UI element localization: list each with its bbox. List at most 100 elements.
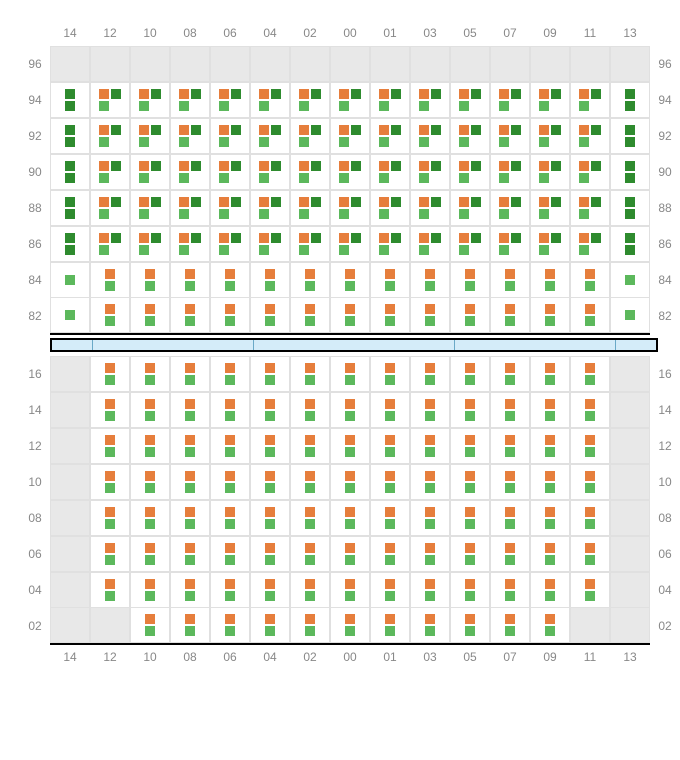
rack-cell[interactable] <box>330 536 370 572</box>
rack-cell[interactable] <box>90 82 130 118</box>
rack-cell[interactable] <box>490 297 530 333</box>
rack-cell[interactable] <box>90 262 130 298</box>
rack-cell[interactable] <box>210 118 250 154</box>
rack-cell[interactable] <box>530 118 570 154</box>
rack-cell[interactable] <box>330 428 370 464</box>
rack-cell[interactable] <box>290 500 330 536</box>
rack-cell[interactable] <box>210 46 250 82</box>
rack-cell[interactable] <box>490 262 530 298</box>
rack-cell[interactable] <box>410 572 450 608</box>
rack-cell[interactable] <box>330 607 370 643</box>
rack-cell[interactable] <box>90 154 130 190</box>
rack-cell[interactable] <box>370 154 410 190</box>
rack-cell[interactable] <box>370 118 410 154</box>
rack-cell[interactable] <box>490 572 530 608</box>
rack-cell[interactable] <box>410 262 450 298</box>
rack-cell[interactable] <box>410 356 450 392</box>
rack-cell[interactable] <box>370 356 410 392</box>
rack-cell[interactable] <box>570 154 610 190</box>
rack-cell[interactable] <box>370 536 410 572</box>
rack-cell[interactable] <box>210 428 250 464</box>
rack-cell[interactable] <box>410 118 450 154</box>
rack-cell[interactable] <box>290 297 330 333</box>
rack-cell[interactable] <box>570 262 610 298</box>
rack-cell[interactable] <box>450 118 490 154</box>
rack-cell[interactable] <box>330 190 370 226</box>
rack-cell[interactable] <box>330 262 370 298</box>
rack-cell[interactable] <box>130 392 170 428</box>
rack-cell[interactable] <box>370 262 410 298</box>
rack-cell[interactable] <box>130 297 170 333</box>
rack-cell[interactable] <box>370 464 410 500</box>
rack-cell[interactable] <box>610 392 650 428</box>
rack-cell[interactable] <box>370 572 410 608</box>
rack-cell[interactable] <box>450 190 490 226</box>
rack-cell[interactable] <box>170 464 210 500</box>
rack-cell[interactable] <box>210 154 250 190</box>
rack-cell[interactable] <box>130 572 170 608</box>
rack-cell[interactable] <box>330 464 370 500</box>
rack-cell[interactable] <box>490 464 530 500</box>
rack-cell[interactable] <box>490 46 530 82</box>
rack-cell[interactable] <box>410 226 450 262</box>
rack-cell[interactable] <box>210 356 250 392</box>
rack-cell[interactable] <box>290 154 330 190</box>
rack-cell[interactable] <box>90 536 130 572</box>
rack-cell[interactable] <box>290 226 330 262</box>
rack-cell[interactable] <box>210 607 250 643</box>
rack-cell[interactable] <box>610 226 650 262</box>
rack-cell[interactable] <box>610 500 650 536</box>
rack-cell[interactable] <box>490 536 530 572</box>
rack-cell[interactable] <box>130 356 170 392</box>
rack-cell[interactable] <box>290 536 330 572</box>
rack-cell[interactable] <box>290 356 330 392</box>
rack-cell[interactable] <box>330 154 370 190</box>
rack-cell[interactable] <box>290 190 330 226</box>
rack-cell[interactable] <box>570 536 610 572</box>
rack-cell[interactable] <box>570 46 610 82</box>
rack-cell[interactable] <box>90 392 130 428</box>
rack-cell[interactable] <box>290 82 330 118</box>
rack-cell[interactable] <box>90 464 130 500</box>
rack-cell[interactable] <box>290 464 330 500</box>
rack-cell[interactable] <box>490 428 530 464</box>
rack-cell[interactable] <box>330 500 370 536</box>
rack-cell[interactable] <box>130 536 170 572</box>
rack-cell[interactable] <box>210 500 250 536</box>
rack-cell[interactable] <box>90 572 130 608</box>
rack-cell[interactable] <box>250 500 290 536</box>
rack-cell[interactable] <box>170 226 210 262</box>
rack-cell[interactable] <box>370 226 410 262</box>
rack-cell[interactable] <box>570 297 610 333</box>
rack-cell[interactable] <box>410 464 450 500</box>
rack-cell[interactable] <box>530 572 570 608</box>
rack-cell[interactable] <box>50 190 90 226</box>
rack-cell[interactable] <box>50 297 90 333</box>
rack-cell[interactable] <box>450 464 490 500</box>
rack-cell[interactable] <box>50 46 90 82</box>
rack-cell[interactable] <box>530 262 570 298</box>
rack-cell[interactable] <box>490 356 530 392</box>
rack-cell[interactable] <box>570 500 610 536</box>
rack-cell[interactable] <box>450 607 490 643</box>
rack-cell[interactable] <box>410 297 450 333</box>
rack-cell[interactable] <box>50 500 90 536</box>
rack-cell[interactable] <box>610 46 650 82</box>
rack-cell[interactable] <box>250 464 290 500</box>
rack-cell[interactable] <box>250 607 290 643</box>
rack-cell[interactable] <box>530 190 570 226</box>
rack-cell[interactable] <box>330 572 370 608</box>
rack-cell[interactable] <box>170 392 210 428</box>
rack-cell[interactable] <box>570 464 610 500</box>
rack-cell[interactable] <box>290 118 330 154</box>
rack-cell[interactable] <box>410 190 450 226</box>
rack-cell[interactable] <box>490 118 530 154</box>
rack-cell[interactable] <box>530 464 570 500</box>
rack-cell[interactable] <box>170 572 210 608</box>
rack-cell[interactable] <box>610 536 650 572</box>
rack-cell[interactable] <box>90 297 130 333</box>
rack-cell[interactable] <box>570 392 610 428</box>
rack-cell[interactable] <box>330 297 370 333</box>
rack-cell[interactable] <box>410 500 450 536</box>
rack-cell[interactable] <box>170 118 210 154</box>
